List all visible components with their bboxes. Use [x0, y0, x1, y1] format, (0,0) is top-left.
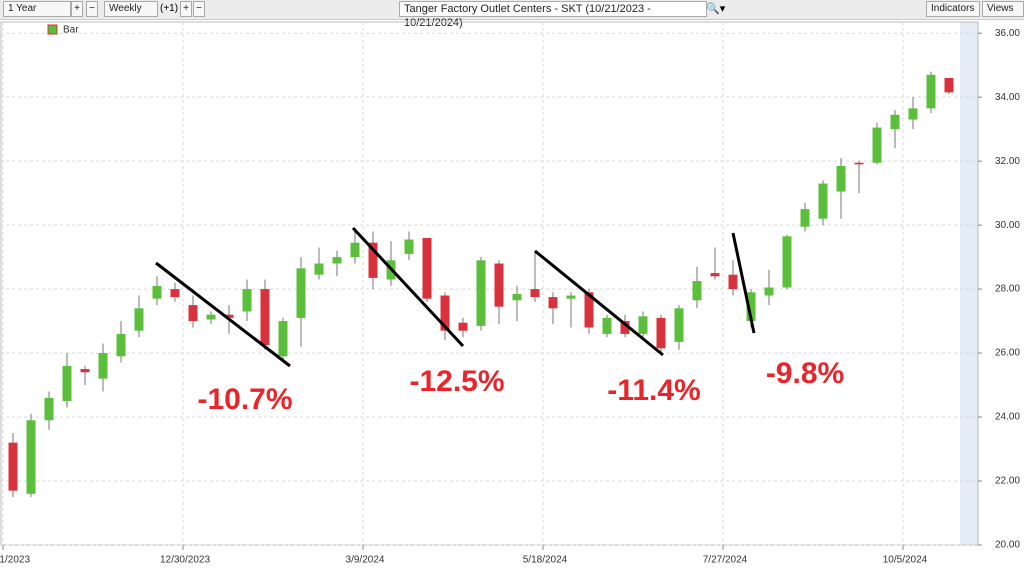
candle-body: [422, 237, 432, 299]
candle-body: [818, 183, 828, 219]
y-tick-label: 30.00: [995, 220, 1020, 231]
candle-body: [458, 322, 468, 331]
candle-body: [782, 236, 792, 288]
candle-body: [62, 365, 72, 402]
candle-body: [440, 295, 450, 331]
y-tick-label: 32.00: [995, 156, 1020, 167]
candle-body: [890, 114, 900, 130]
zoom-in[interactable]: +: [71, 1, 83, 17]
candle-body: [260, 289, 270, 346]
candle-body: [566, 295, 576, 299]
candle-body: [638, 316, 648, 334]
candle-body: [530, 289, 540, 298]
candle-body: [242, 289, 252, 312]
y-tick-label: 24.00: [995, 412, 1020, 423]
candle-body: [674, 308, 684, 342]
x-tick-label: 12/30/2023: [160, 555, 210, 566]
candle-body: [836, 165, 846, 192]
candle-body: [746, 292, 756, 322]
candle-body: [116, 333, 126, 357]
candle-body: [602, 317, 612, 334]
candle-body: [764, 287, 774, 296]
candle-body: [368, 242, 378, 278]
candle-body: [692, 281, 702, 301]
candle-body: [944, 77, 954, 93]
candle-body: [278, 321, 288, 357]
search-icon[interactable]: 🔍▾: [706, 3, 726, 15]
candle-body: [512, 293, 522, 301]
candle-body: [872, 127, 882, 163]
candle-body: [26, 420, 36, 494]
candle-body: [224, 314, 234, 318]
candle-body: [926, 74, 936, 109]
chart-title: Tanger Factory Outlet Centers - SKT (10/…: [399, 1, 707, 29]
candle-body: [494, 263, 504, 307]
candle-body: [152, 285, 162, 299]
candle-body: [476, 260, 486, 326]
views-button[interactable]: Views: [982, 1, 1024, 17]
x-tick-label: 10/5/2024: [883, 555, 928, 566]
y-tick-label: 20.00: [995, 540, 1020, 551]
y-tick-label: 34.00: [995, 92, 1020, 103]
trend-line: [731, 232, 756, 334]
candle-body: [710, 273, 720, 277]
trend-line: [155, 261, 291, 368]
annotation: -9.8%: [766, 357, 844, 390]
annotation: -11.4%: [607, 374, 700, 407]
offset-plus[interactable]: +: [180, 1, 192, 17]
candle-body: [188, 305, 198, 322]
indicators-button[interactable]: Indicators: [926, 1, 980, 17]
candle-body: [296, 268, 306, 318]
candle-body: [584, 292, 594, 328]
zoom-out[interactable]: −: [86, 1, 98, 17]
annotation: -12.5%: [409, 365, 504, 398]
trend-line: [534, 249, 664, 357]
candle-body: [350, 242, 360, 258]
candle-body: [206, 314, 216, 320]
legend-swatch: [47, 24, 58, 35]
x-tick-label: 5/18/2024: [523, 555, 568, 566]
candle-body: [134, 308, 144, 331]
range-select[interactable]: 1 Year: [3, 1, 71, 17]
chart: 20.00 22.00 24.00 26.00 28.00 30.00 32.00 34.00…: [0, 21, 1020, 566]
candle-body: [854, 162, 864, 165]
offset-minus[interactable]: −: [193, 1, 205, 17]
candle-body: [98, 353, 108, 379]
y-tick-label: 26.00: [995, 348, 1020, 359]
candle-body: [170, 289, 180, 298]
candle-body: [8, 442, 18, 491]
candle-body: [908, 108, 918, 120]
candle-body: [314, 263, 324, 275]
candle-body: [620, 321, 630, 334]
y-tick-label: 36.00: [995, 28, 1020, 39]
offset-label: (+1): [160, 3, 179, 14]
x-tick-label: 3/9/2024: [346, 555, 385, 566]
plot-frame: [0, 21, 979, 546]
x-tick-label: 10/21/2023: [0, 555, 30, 566]
candle-body: [548, 297, 558, 309]
candle-body: [44, 397, 54, 421]
trend-line: [351, 226, 465, 348]
candle-body: [800, 209, 810, 227]
candle-body: [728, 274, 738, 290]
future-shade: [960, 22, 978, 545]
candle-body: [404, 239, 414, 254]
y-tick-label: 22.00: [995, 476, 1020, 487]
candle-body: [332, 257, 342, 264]
legend-label: Bar: [63, 25, 79, 36]
annotation: -10.7%: [197, 383, 292, 416]
x-tick-label: 7/27/2024: [703, 555, 748, 566]
interval-select[interactable]: Weekly: [104, 1, 158, 17]
candle-body: [80, 369, 90, 373]
y-tick-label: 28.00: [995, 284, 1020, 295]
candle-body: [656, 317, 666, 349]
